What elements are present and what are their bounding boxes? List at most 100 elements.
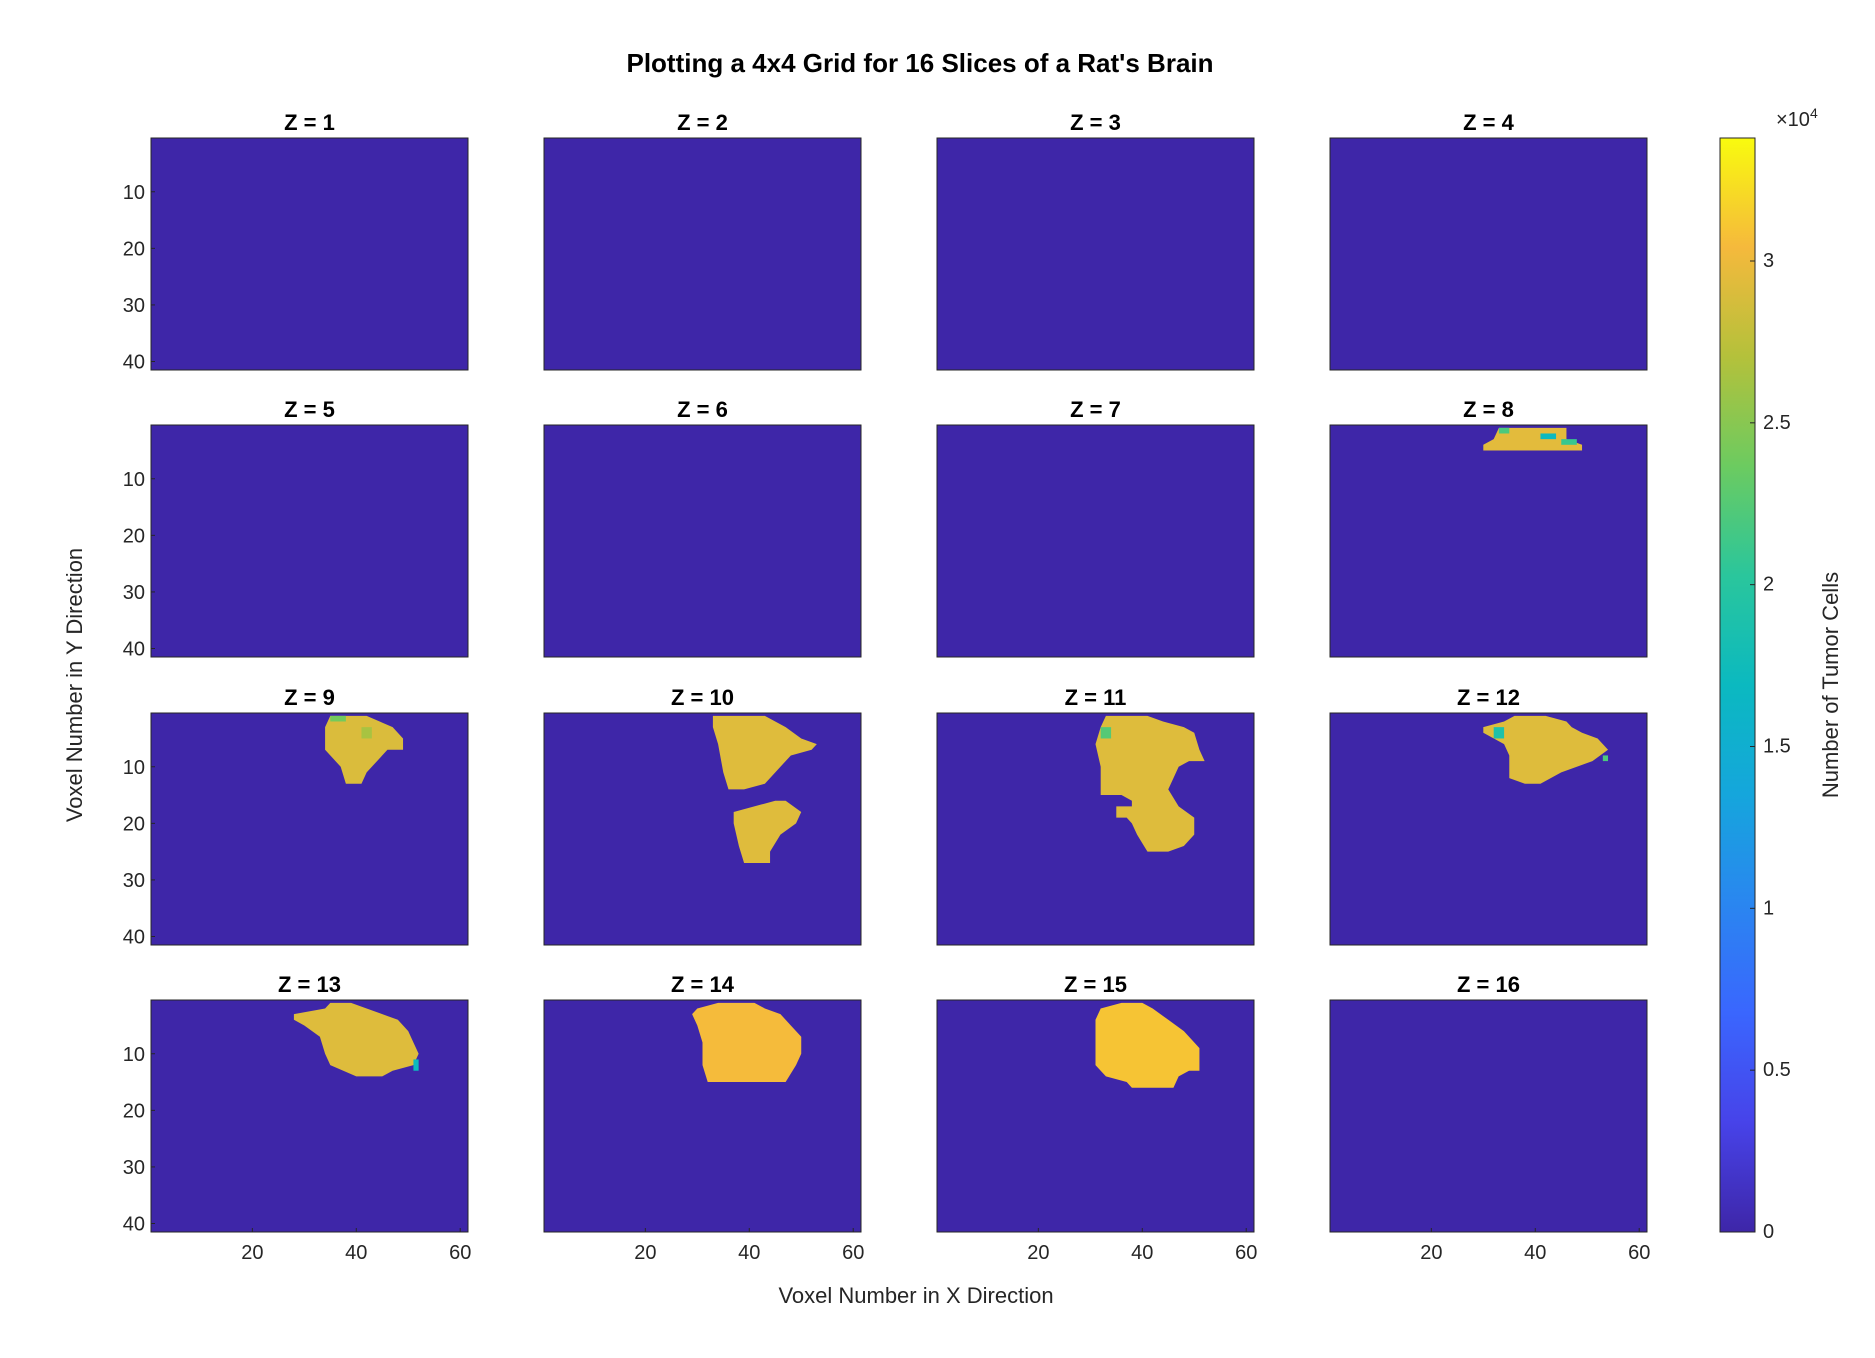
panel-background (937, 425, 1254, 657)
y-tick-label: 40 (123, 352, 145, 374)
panel-title: Z = 6 (677, 397, 728, 422)
x-tick-label: 20 (1027, 1242, 1049, 1264)
x-tick-label: 60 (449, 1242, 471, 1264)
x-tick-label: 40 (345, 1242, 367, 1264)
colorbar-ticks: 0 0.5 1 1.5 2 2.5 3 (1750, 250, 1791, 1243)
y-tick-label: 40 (123, 927, 145, 949)
panel-background (151, 1000, 468, 1232)
x-tick-label: 40 (738, 1242, 760, 1264)
x-tick-label: 60 (842, 1242, 864, 1264)
panel-z5: Z = 5 10 20 30 40 (123, 397, 469, 661)
panel-background (544, 138, 861, 370)
panel-frame (1329, 424, 1648, 658)
colorbar-tick-label: 1.5 (1763, 735, 1791, 757)
y-tick-label: 20 (123, 1100, 145, 1122)
panel-z4: Z = 4 (1329, 110, 1648, 371)
panel-title: Z = 10 (671, 685, 734, 710)
panel-title: Z = 3 (1070, 110, 1121, 135)
tumor-spot (1602, 755, 1609, 762)
panel-title: Z = 11 (1065, 685, 1127, 710)
tumor-region (293, 1002, 419, 1077)
y-tick-label: 10 (123, 757, 145, 779)
panel-title: Z = 12 (1457, 685, 1520, 710)
y-tick-label: 20 (123, 813, 145, 835)
colorbar-label: Number of Tumor Cells (1818, 572, 1843, 798)
panel-frame (936, 424, 1255, 658)
panel-title: Z = 1 (284, 110, 335, 135)
tumor-region (692, 1002, 802, 1083)
panel-frame (936, 712, 1255, 946)
tumor-region (733, 800, 802, 863)
tumor-region (1095, 1002, 1200, 1088)
tumor-spot (361, 727, 372, 739)
colorbar-gradient (1719, 137, 1756, 1233)
panel-frame (936, 999, 1255, 1233)
x-tick-label: 20 (1420, 1242, 1442, 1264)
x-axis-label: Voxel Number in X Direction (778, 1283, 1053, 1308)
y-axis-label: Voxel Number in Y Direction (62, 548, 87, 822)
panel-z12: Z = 12 (1329, 685, 1648, 946)
y-tick-label: 40 (123, 639, 145, 661)
panel-background (937, 713, 1254, 945)
x-tick-label: 60 (1628, 1242, 1650, 1264)
panel-z16: Z = 16 20 40 60 (1329, 972, 1650, 1264)
panel-frame (1329, 712, 1648, 946)
panel-background (151, 425, 468, 657)
tumor-spot (1498, 427, 1510, 434)
y-tick-label: 30 (123, 582, 145, 604)
y-tick-label: 10 (123, 469, 145, 491)
panel-z6: Z = 6 (543, 397, 862, 658)
panel-frame (543, 424, 862, 658)
x-tick-label: 20 (634, 1242, 656, 1264)
panel-z7: Z = 7 (936, 397, 1255, 658)
tumor-region (1483, 715, 1609, 784)
panel-title: Z = 7 (1070, 397, 1121, 422)
panel-title: Z = 8 (1463, 397, 1514, 422)
x-tick-label: 40 (1524, 1242, 1546, 1264)
x-tick-label: 20 (241, 1242, 263, 1264)
tumor-region (325, 715, 404, 784)
chart-title: Plotting a 4x4 Grid for 16 Slices of a R… (626, 48, 1213, 78)
panel-background (1330, 1000, 1647, 1232)
panel-background (1330, 425, 1647, 657)
colorbar-tick-label: 0.5 (1763, 1059, 1791, 1081)
panel-z15: Z = 15 20 40 60 (936, 972, 1257, 1264)
y-tick-label: 30 (123, 295, 145, 317)
panel-z8: Z = 8 (1329, 397, 1648, 658)
panels-grid: Z = 1 10 20 30 40 Z = 2 Z = 3 Z = 4 Z = 5 10 20 30 4… (123, 110, 1651, 1264)
y-tick-label: 20 (123, 238, 145, 260)
y-tick-label: 30 (123, 870, 145, 892)
panel-background (151, 138, 468, 370)
panel-title: Z = 13 (278, 972, 341, 997)
panel-frame (150, 137, 469, 371)
colorbar-tick-label: 2.5 (1763, 412, 1791, 434)
panel-frame (543, 999, 862, 1233)
panel-frame (1329, 137, 1648, 371)
panel-z10: Z = 10 (543, 685, 862, 946)
panel-frame (150, 999, 469, 1233)
colorbar-exponent: ×104 (1776, 105, 1818, 131)
colorbar-tick-label: 2 (1763, 574, 1774, 596)
panel-title: Z = 15 (1064, 972, 1127, 997)
x-tick-label: 60 (1235, 1242, 1257, 1264)
panel-title: Z = 4 (1463, 110, 1515, 135)
colorbar-tick-label: 1 (1763, 897, 1774, 919)
y-tick-label: 10 (123, 1044, 145, 1066)
tumor-spot (1561, 439, 1577, 445)
x-tick-label: 40 (1131, 1242, 1153, 1264)
panel-title: Z = 14 (671, 972, 735, 997)
panel-title: Z = 9 (284, 685, 335, 710)
panel-z11: Z = 11 (936, 685, 1255, 946)
panel-frame (150, 424, 469, 658)
colorbar: 0 0.5 1 1.5 2 2.5 3 ×104 Number of Tumor Cells (1719, 105, 1843, 1243)
panel-background (544, 713, 861, 945)
y-tick-label: 30 (123, 1157, 145, 1179)
panel-frame (150, 712, 469, 946)
panel-z2: Z = 2 (543, 110, 862, 371)
panel-frame (1329, 999, 1648, 1233)
panel-background (937, 138, 1254, 370)
panel-background (1330, 138, 1647, 370)
panel-z14: Z = 14 20 40 60 (543, 972, 864, 1264)
panel-title: Z = 2 (677, 110, 728, 135)
colorbar-tick-label: 0 (1763, 1221, 1774, 1243)
